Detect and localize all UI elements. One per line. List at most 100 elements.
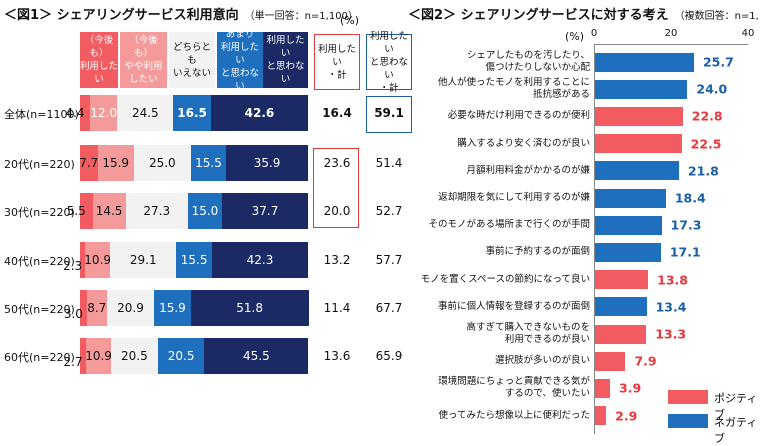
fig1-summary-header-positive: 利用したい ・計 (314, 34, 360, 90)
fig2-category-label: 他人が使ったモノを利用することに 抵抗感がある (437, 77, 590, 101)
fig2-axis (594, 44, 595, 434)
fig2-bar (595, 378, 610, 398)
fig2-category-label: 必要な時だけ利用できるのが便利 (447, 110, 590, 122)
fig2-bar (595, 351, 626, 371)
fig1-summary-positive-value: 16.4 (322, 106, 352, 120)
fig1-segment-2 (125, 193, 188, 229)
fig1-segment-label: 25.0 (148, 156, 176, 170)
fig2-value-label: 24.0 (696, 81, 728, 97)
fig1-segment-0 (80, 338, 87, 374)
fig1-segment-0 (80, 242, 86, 278)
fig2-title-text: ＜図2＞ シェアリングサービスに対する考え (408, 8, 669, 23)
fig2-category-label: 月額利用料金がかかるのが嫌 (466, 164, 590, 176)
fig2-value-label: 17.3 (670, 217, 702, 233)
fig2-value-label: 3.9 (619, 380, 642, 396)
fig1-row-label: 30代(n=220) (4, 206, 75, 219)
fig1-segment-2 (133, 145, 191, 181)
fig2-value-label: 22.8 (691, 108, 723, 124)
fig1-summary-negative-value: 52.7 (375, 204, 403, 218)
fig1-segment-4 (210, 95, 308, 131)
fig2-category-label: 事前に個人情報を登録するのが面倒 (437, 300, 590, 312)
fig1-segment-label: 15.0 (191, 204, 219, 218)
fig1-segment-3 (154, 290, 191, 326)
fig1-segment-label: 5.5 (66, 204, 86, 218)
fig1-segment-label: 15.5 (195, 156, 222, 170)
fig1-segment-label: 7.7 (79, 156, 99, 170)
fig2-category-label: シェアしたものを汚したり、 傷つけたりしないか心配 (466, 50, 590, 73)
fig1-header-3: あまり 利用したい と思わない (217, 29, 263, 92)
fig1-segment-label: 15.9 (159, 301, 186, 315)
fig1-segment-label: 27.3 (143, 204, 171, 218)
fig2-bar (595, 188, 666, 208)
fig1-summary-positive-value: 23.6 (323, 156, 351, 170)
fig1-summary-header-negative: 利用したい と思わない ・計 (366, 31, 412, 94)
fig1-row-label: 60代(n=220) (4, 351, 75, 364)
fig1-title: ＜図1＞ シェアリングサービス利用意向 （単一回答：n=1,100） (4, 4, 358, 23)
fig2-category-label: 返却期限を気にして利用するのが嫌 (438, 192, 590, 203)
fig1-segment-label: 15.5 (180, 253, 208, 267)
fig1-segment-label: 2.3 (63, 259, 83, 273)
fig1-segment-label: 10.9 (85, 349, 112, 363)
fig1-summary-negative-value: 57.7 (375, 253, 403, 267)
fig1-segment-4 (190, 290, 309, 326)
fig1-segment-label: 24.5 (131, 106, 159, 120)
fig2-bar (595, 52, 694, 72)
fig2-category-label: モノを置くスペースの節約になって良い (420, 273, 590, 285)
fig2-value-label: 17.1 (669, 244, 701, 260)
fig1-segment-3 (173, 95, 211, 131)
fig1-header-4: 利用したい と思わない (263, 32, 308, 88)
fig2-bar (595, 324, 647, 344)
legend-label-positive: ポジティブ (714, 392, 758, 421)
fig1-segment-2 (111, 338, 158, 374)
fig2-category-label: 使ってみたら想像以上に便利だった (438, 409, 590, 421)
fig2-value-label: 21.8 (687, 163, 719, 179)
fig1-segment-1 (86, 338, 111, 374)
fig1-segment-label: 42.6 (244, 106, 275, 120)
fig1-segment-label: 2.7 (63, 355, 83, 369)
fig2-bar (595, 79, 688, 99)
fig1-segment-4 (222, 193, 308, 229)
fig1-summary-negative-value: 65.9 (375, 349, 403, 363)
fig1-segment-3 (190, 145, 227, 181)
fig1-segment-label: 20.9 (117, 301, 144, 315)
legend-swatch-negative (668, 414, 708, 428)
fig1-title-text: ＜図1＞ シェアリングサービス利用意向 (4, 8, 239, 23)
fig1-segment-1 (92, 193, 126, 229)
fig1-segment-label: 42.3 (246, 253, 274, 267)
fig2-bar (595, 242, 661, 262)
fig1-summary-positive-value: 13.2 (323, 253, 351, 267)
fig1-segment-label: 20.5 (167, 349, 195, 363)
fig1-segment-label: 15.9 (102, 156, 130, 170)
fig1-segment-0 (80, 290, 87, 326)
fig1-summary-negative-value: 59.1 (374, 106, 404, 120)
fig2-category-label: 高すぎて購入できないものを 利用できるのが良い (466, 322, 590, 345)
fig1-segment-label: 45.5 (242, 349, 270, 363)
fig1-segment-3 (176, 242, 212, 278)
fig2-bar (595, 134, 682, 154)
fig1-note: （単一回答：n=1,100） (244, 11, 358, 22)
fig1-segment-1 (97, 145, 134, 181)
fig1-highlight-positive (313, 148, 359, 228)
fig2-category-label: 環境問題にちょっと貢献できる気が するので、使いたい (438, 376, 590, 400)
fig2-value-label: 22.5 (690, 136, 722, 152)
fig2-tick-label: 20 (664, 28, 678, 39)
fig1-segment-4 (226, 145, 308, 181)
fig1-segment-3 (187, 193, 223, 229)
fig1-segment-label: 35.9 (253, 156, 281, 170)
fig2-unit: (%) (565, 30, 585, 43)
fig1-segment-0 (80, 193, 93, 229)
fig1-segment-1 (85, 242, 111, 278)
fig1-segment-1 (86, 290, 107, 326)
fig1-summary-positive-value: 20.0 (323, 204, 351, 218)
fig1-segment-label: 51.8 (236, 301, 263, 315)
fig1-segment-2 (106, 290, 155, 326)
fig2-bar (595, 106, 683, 126)
fig1-segment-label: 20.5 (121, 349, 148, 363)
fig1-header-2: どちらとも いえない (169, 32, 215, 88)
fig1-segment-label: 4.4 (65, 106, 85, 120)
fig2-category-label: 購入するより安く済むのが良い (457, 137, 590, 149)
fig2-category-label: そのモノがある場所まで行くのが手間 (428, 219, 590, 231)
fig1-segment-2 (110, 242, 177, 278)
fig2-value-label: 13.8 (657, 272, 688, 288)
fig1-summary-negative-value: 67.7 (375, 301, 403, 315)
